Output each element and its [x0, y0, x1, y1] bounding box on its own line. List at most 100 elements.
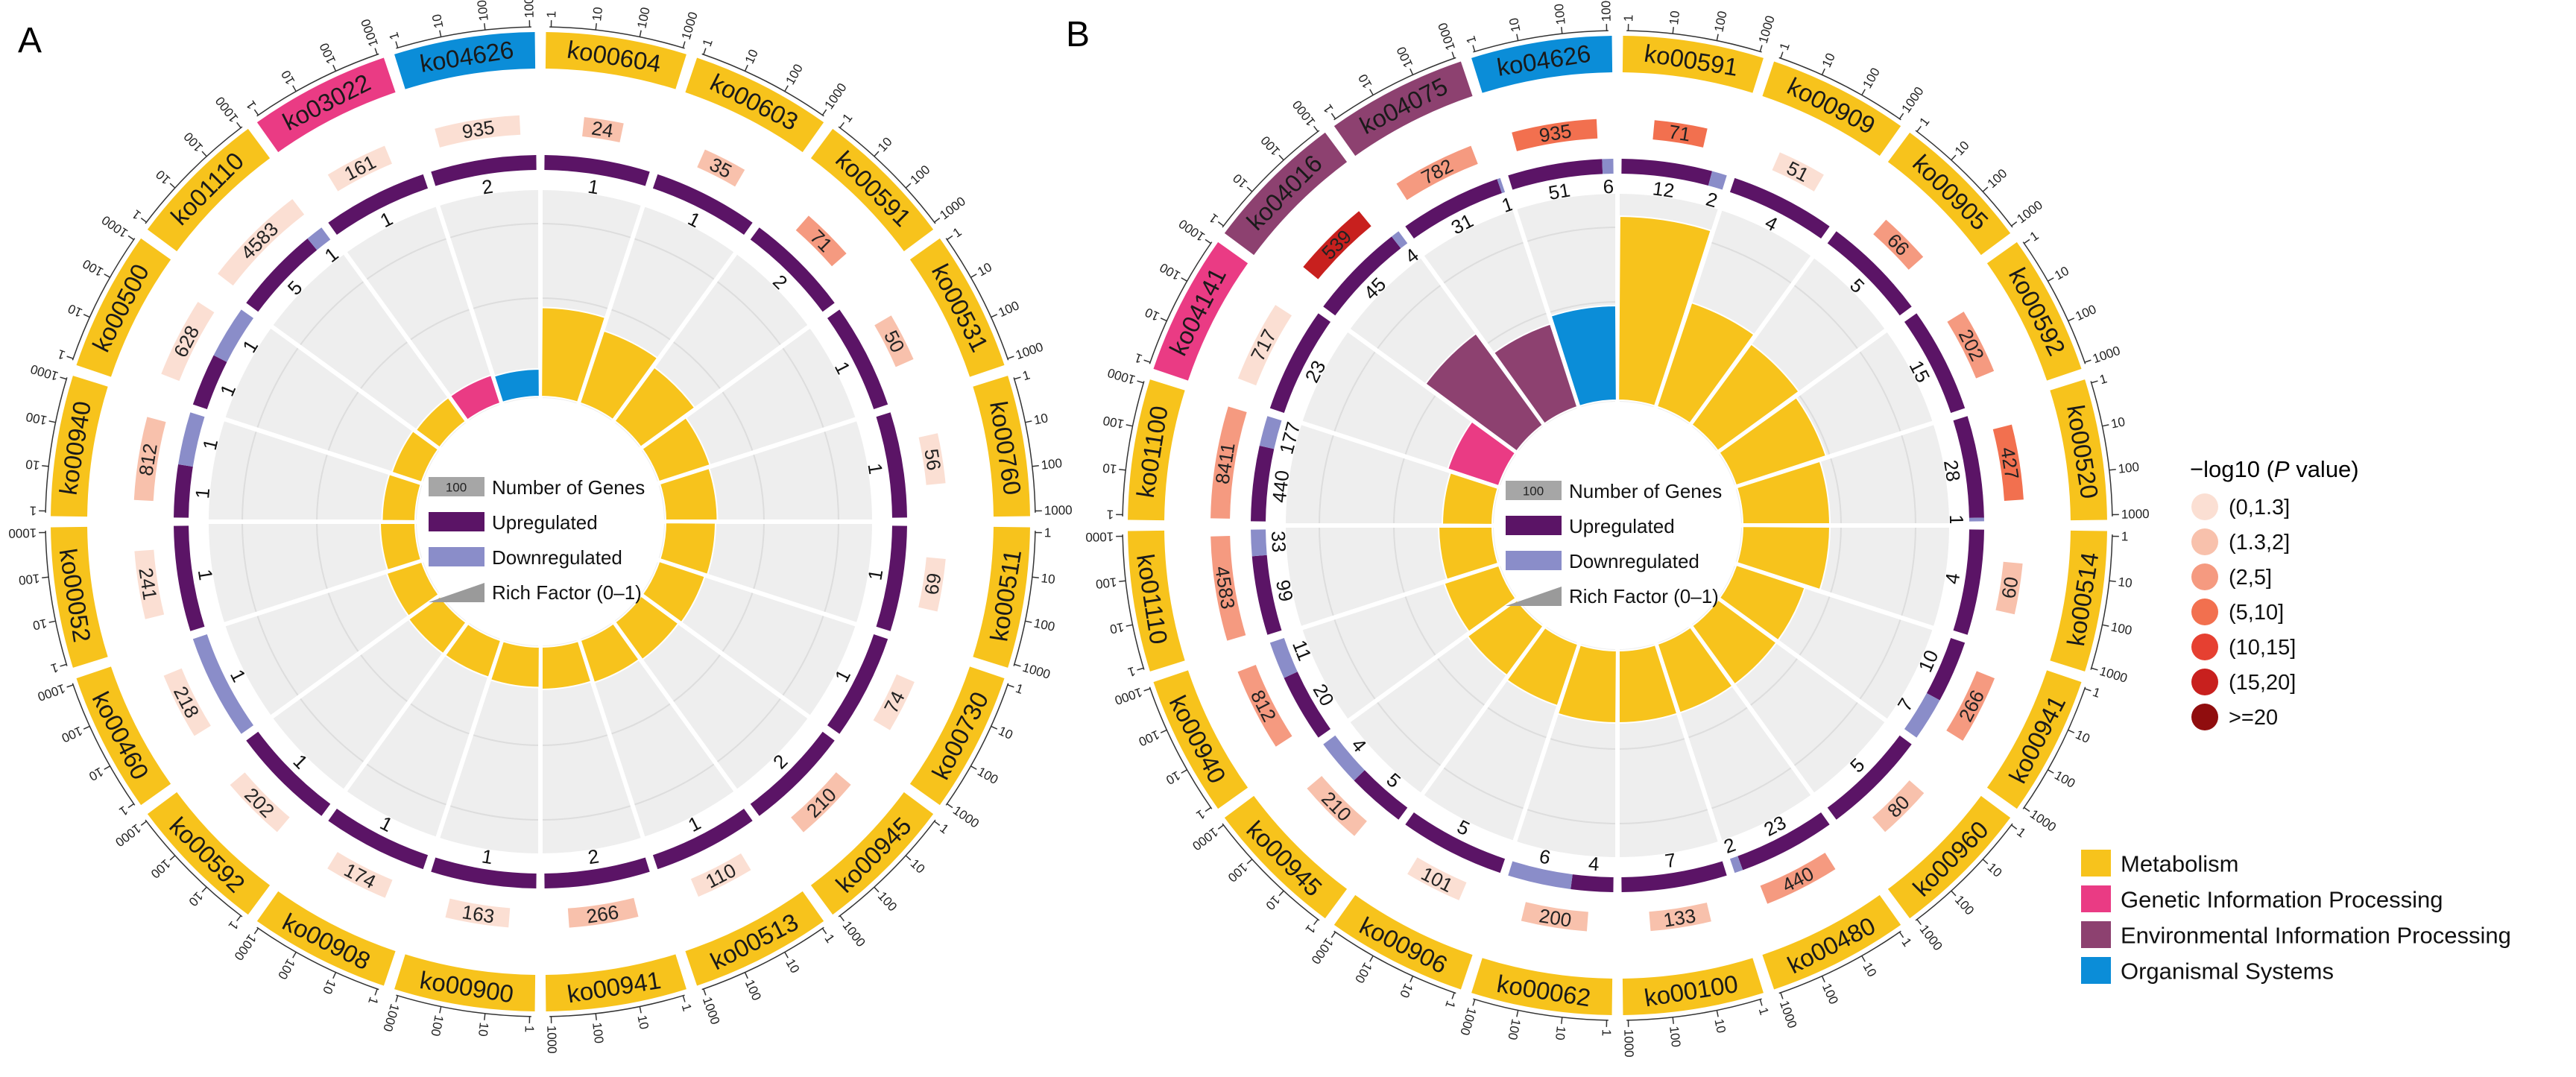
scale-tick-label: 1000 — [359, 17, 381, 48]
upregulated-bar — [1827, 735, 1912, 820]
scale-tick-label: 10 — [997, 724, 1015, 742]
category-key — [2081, 957, 2111, 984]
scale-tick — [1898, 932, 1904, 938]
scale-tick — [201, 886, 207, 893]
scale-tick-label: 1 — [1126, 664, 1137, 680]
center-legend-label: Number of Genes — [1569, 480, 1722, 502]
upregulated-count: 5 — [1453, 815, 1474, 840]
scale-tick-label: 100 — [783, 62, 806, 87]
scale-ticks: 1 10 100 1000 — [1085, 529, 1145, 680]
scale-tick — [1014, 376, 1021, 380]
upregulated-count: 1 — [289, 750, 312, 773]
category-band — [685, 57, 824, 153]
scale-tick — [236, 121, 242, 128]
scale-tick-label: 10 — [1667, 10, 1682, 25]
category-band — [76, 666, 171, 806]
scale-tick-label: 100 — [1258, 133, 1283, 159]
scale-tick — [1278, 154, 1284, 161]
scale-ticks: 1 10 100 1000 — [1102, 365, 1145, 522]
upregulated-count: 51 — [1547, 178, 1572, 204]
scale-tick-label: 100 — [2052, 768, 2077, 791]
upregulated-count: 1 — [376, 207, 397, 232]
scale-tick-label: 1 — [130, 207, 144, 223]
upregulated-bar — [192, 355, 227, 410]
scale-arc — [396, 26, 531, 49]
scale-arc — [1122, 381, 1145, 517]
upregulated-count: 1 — [480, 844, 494, 868]
panel-a-label: A — [18, 21, 42, 60]
upregulated-bar — [652, 174, 753, 236]
upregulated-bar — [174, 525, 205, 631]
scale-tick-label: 1 — [1917, 115, 1933, 129]
scale-tick — [970, 274, 977, 278]
genes-key-value: 100 — [1523, 484, 1544, 499]
scale-tick — [1014, 663, 1021, 667]
category-label: Environmental Information Processing — [2121, 923, 2511, 949]
upregulated-bar — [1284, 672, 1331, 738]
category-band — [1887, 132, 2011, 256]
category-band — [1986, 670, 2082, 809]
scale-tick-label: 100 — [1505, 1017, 1523, 1041]
scale-tick — [784, 85, 789, 92]
center-hub — [417, 398, 664, 645]
downregulated-count: 1 — [1499, 192, 1516, 217]
scale-arc — [2090, 381, 2113, 517]
sector-separator — [1298, 553, 1527, 631]
gene-count-bar — [1947, 312, 1995, 379]
scale-tick-label: 100 — [2109, 619, 2133, 637]
scale-tick-label: 1000 — [679, 10, 701, 42]
scale-tick-label: 10 — [1397, 982, 1415, 1000]
scale-tick-label: 100 — [875, 889, 900, 915]
scale-arc — [1149, 241, 1213, 364]
downregulated-bar — [1708, 171, 1727, 190]
scale-tick — [2084, 688, 2092, 692]
scale-arc — [1473, 30, 1609, 53]
scale-tick-label: 1000 — [29, 361, 60, 383]
upregulated-bar — [328, 808, 429, 870]
scale-tick — [744, 64, 748, 72]
scale-tick-label: 1000 — [950, 803, 982, 831]
category-band — [2050, 379, 2107, 521]
gene-count-label: 133 — [1662, 904, 1698, 931]
category-band — [973, 526, 1030, 668]
upregulated-count: 1 — [215, 381, 240, 399]
upregulated-bar — [1354, 770, 1408, 820]
scale-tick — [66, 356, 74, 359]
scale-tick — [1032, 465, 1039, 467]
scale-tick — [1916, 125, 1922, 132]
scale-tick-label: 1000 — [1014, 340, 1045, 362]
sector-separator — [568, 203, 646, 431]
downregulated-bar — [1259, 416, 1282, 449]
upregulated-count: 1 — [587, 175, 601, 199]
scale-tick — [1759, 45, 1763, 52]
scale-tick-label: 10 — [742, 47, 761, 66]
center-legend: 100 Number of Genes Upregulated Downregulat… — [1506, 480, 1722, 607]
category-band — [810, 128, 934, 252]
gene-count-bar — [918, 433, 946, 485]
category-band — [1471, 958, 1613, 1015]
scale-tick — [1982, 859, 1989, 865]
scale-tick-label: 1 — [950, 224, 965, 240]
scale-tick-label: 1000 — [2014, 198, 2045, 226]
scale-tick — [1246, 186, 1253, 192]
scale-tick — [1780, 51, 1784, 59]
scale-arc — [396, 994, 531, 1017]
scale-tick-label: 1 — [1320, 101, 1336, 116]
gene-count-bar — [218, 199, 305, 286]
category-band — [1986, 241, 2082, 381]
scale-arc — [1626, 998, 1762, 1021]
ko-label: ko00945 — [1241, 815, 1328, 902]
scale-tick — [1916, 919, 1922, 926]
scale-tick-label: 100 — [275, 956, 298, 982]
category-key — [2081, 885, 2111, 912]
gene-count-bar — [134, 549, 165, 619]
upregulated-count: 5 — [1846, 754, 1869, 777]
upregulated-bar — [1251, 446, 1275, 522]
downregulated-count: 6 — [1537, 844, 1553, 868]
scale-ticks: 1 10 100 1000 — [25, 361, 68, 518]
scale-ticks: 1 10 100 1000 — [544, 994, 695, 1054]
scale-tick — [1137, 667, 1144, 671]
